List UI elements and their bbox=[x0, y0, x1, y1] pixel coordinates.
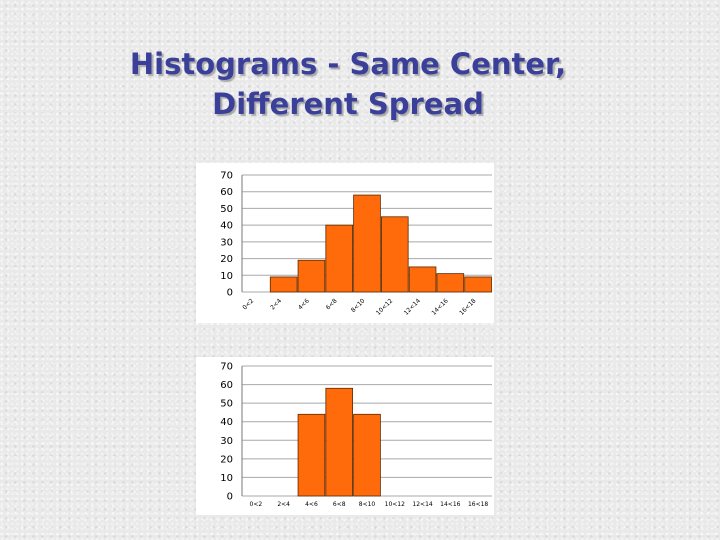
histogram-top-xtick-label: 2<4 bbox=[269, 297, 283, 311]
histogram-top-xtick-label: 12<14 bbox=[403, 297, 422, 316]
histogram-top-bar bbox=[464, 276, 492, 293]
histogram-bottom-svg: 0 10 20 30 40 50 60 70 0<2 2<4 4<6 6<8 8<10 10<12 12<1… bbox=[220, 362, 492, 508]
histogram-bottom-xtick-label: 0<2 bbox=[250, 501, 263, 508]
histogram-top-ytick-label: 20 bbox=[220, 254, 233, 265]
histogram-top-ytick-label: 0 bbox=[227, 288, 233, 299]
title-line-2: Different Spread bbox=[212, 87, 484, 121]
histogram-bottom-xtick-label: 16<18 bbox=[468, 501, 488, 508]
histogram-top-xtick-label: 4<6 bbox=[297, 297, 311, 311]
histogram-top-xtick-label: 6<8 bbox=[325, 297, 339, 311]
histogram-top-bar bbox=[408, 266, 437, 293]
histogram-bottom: 0 10 20 30 40 50 60 70 0<2 2<4 4<6 6<8 8<10 10<12 12<1… bbox=[196, 357, 494, 515]
histogram-bottom-ytick-label: 20 bbox=[220, 454, 233, 465]
histogram-bottom-xtick-label: 14<16 bbox=[440, 501, 460, 508]
histogram-bottom-ytick-label: 0 bbox=[227, 492, 233, 503]
histogram-top-bar bbox=[297, 259, 326, 293]
histogram-top-bar bbox=[269, 276, 298, 293]
title-line-1: Histograms - Same Center, bbox=[129, 47, 567, 81]
histogram-top-ytick-label: 70 bbox=[220, 171, 233, 182]
histogram-top-xtick-label: 8<10 bbox=[350, 297, 367, 314]
histogram-bottom-ytick-label: 60 bbox=[220, 380, 233, 391]
histogram-top-xtick-label: 16<18 bbox=[458, 297, 477, 316]
histogram-bottom-ytick-label: 50 bbox=[220, 399, 233, 410]
histogram-bottom-ytick-label: 10 bbox=[220, 473, 233, 484]
histogram-top-bar bbox=[436, 273, 465, 293]
histogram-bottom-bar bbox=[325, 387, 354, 497]
histogram-bottom-xtick-label: 2<4 bbox=[277, 501, 290, 508]
histogram-bottom-xtick-label: 6<8 bbox=[333, 501, 346, 508]
histogram-top-bar bbox=[353, 194, 381, 293]
histogram-top-bar bbox=[380, 216, 409, 293]
slide-title: Histograms - Same Center, Different Spre… bbox=[0, 44, 696, 124]
histogram-top-xtick-label: 10<12 bbox=[375, 297, 394, 316]
histogram-bottom-xtick-label: 4<6 bbox=[305, 501, 318, 508]
histogram-top-svg: 0 10 20 30 40 50 60 70 0<2 2<4 4<6 6<8 8<10 10<12 12<1… bbox=[220, 171, 492, 317]
histogram-bottom-bar bbox=[353, 413, 381, 497]
histogram-top-ytick-label: 40 bbox=[220, 221, 233, 232]
histogram-bottom-xtick-label: 8<10 bbox=[359, 501, 376, 508]
histogram-bottom-xtick-label: 12<14 bbox=[412, 501, 432, 508]
histogram-top-ytick-label: 30 bbox=[220, 237, 233, 248]
histogram-top: 0 10 20 30 40 50 60 70 0<2 2<4 4<6 6<8 8<10 10<12 12<1… bbox=[196, 163, 494, 323]
histogram-top-ytick-label: 50 bbox=[220, 204, 233, 215]
histogram-bottom-ytick-label: 70 bbox=[220, 362, 233, 373]
histogram-top-xtick-label: 0<2 bbox=[241, 297, 255, 311]
histogram-bottom-ytick-label: 30 bbox=[220, 436, 233, 447]
histogram-top-xtick-label: 14<16 bbox=[430, 297, 449, 316]
histogram-top-bar bbox=[325, 224, 354, 293]
histogram-top-ytick-label: 10 bbox=[220, 271, 233, 282]
histogram-bottom-bar bbox=[297, 413, 326, 497]
histogram-top-ytick-label: 60 bbox=[220, 187, 233, 198]
histogram-bottom-ytick-label: 40 bbox=[220, 417, 233, 428]
histogram-bottom-xtick-label: 10<12 bbox=[385, 501, 405, 508]
